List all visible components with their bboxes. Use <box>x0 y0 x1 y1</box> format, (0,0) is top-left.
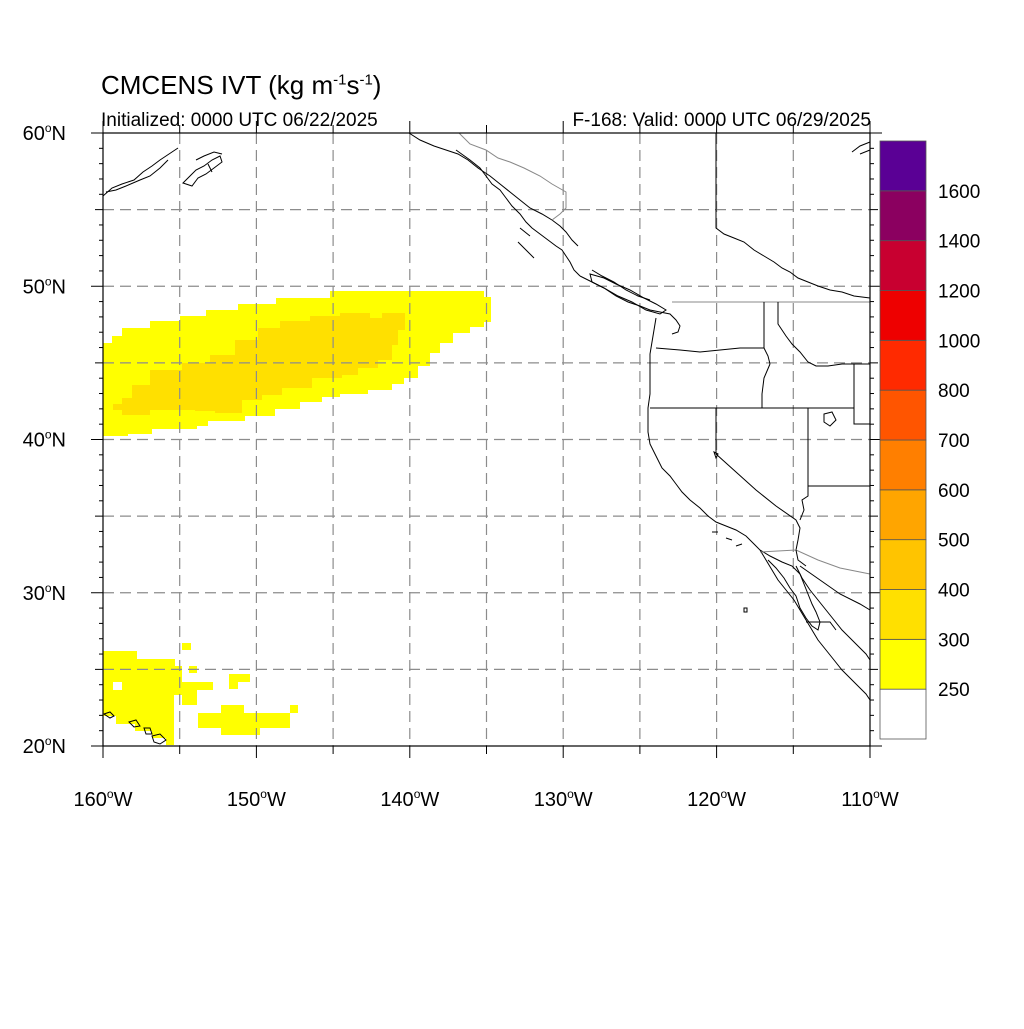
colorbar-box <box>879 489 927 541</box>
lat-label: 60oN <box>23 121 66 145</box>
ivt-south-250 <box>197 682 213 690</box>
island-oahu <box>128 719 141 728</box>
colorbar-box <box>879 240 927 291</box>
colorbar-box <box>879 140 927 192</box>
lat-label: 40oN <box>23 428 66 452</box>
border-mexico-states <box>799 565 871 631</box>
coastline-gulf-california <box>795 565 871 661</box>
lon-label: 130oW <box>534 787 593 811</box>
valid-time-label: F-168: Valid: 0000 UTC 06/29/2025 <box>572 110 871 131</box>
colorbar-label: 300 <box>938 630 970 651</box>
colorbar-label: 1400 <box>938 232 980 253</box>
ivt-south-250 <box>221 728 260 735</box>
colorbar: 250 300 400 500 600 700 800 1000 1200 1400 1600 <box>879 140 980 740</box>
island-kauai <box>102 711 115 719</box>
state-borders <box>650 301 871 631</box>
border-us-mexico <box>759 549 871 575</box>
lon-label: 140oW <box>380 787 439 811</box>
colorbar-label: 700 <box>938 431 970 452</box>
colorbar-label: 1200 <box>938 282 980 303</box>
colorbar-box <box>879 638 927 690</box>
colorbar-label: 1600 <box>938 182 980 203</box>
colorbar-label: 500 <box>938 531 970 552</box>
border-az-mexico <box>795 549 807 567</box>
colorbar-box <box>879 290 927 341</box>
lon-label: 150oW <box>227 787 286 811</box>
colorbar-box <box>879 688 927 740</box>
colorbar-box <box>879 389 927 441</box>
border-ca-nv <box>715 408 801 551</box>
colorbar-label: 250 <box>938 680 970 701</box>
colorbar-label: 600 <box>938 481 970 502</box>
ivt-south-250 <box>182 682 197 705</box>
axis-ticks <box>91 121 882 758</box>
lon-label: 110oW <box>841 787 899 811</box>
gridlines <box>103 133 870 746</box>
ivt-south-250 <box>229 674 238 689</box>
coastline-bc <box>579 269 681 335</box>
colorbar-box <box>879 539 927 590</box>
colorbar-label: 400 <box>938 581 970 602</box>
ivt-gap <box>113 682 122 690</box>
coastline-baja <box>759 549 821 631</box>
border-id-mt <box>777 302 854 367</box>
coastline-alaska-peninsula <box>102 147 179 197</box>
island-maui <box>143 727 153 735</box>
lat-label: 20oN <box>23 734 66 758</box>
coastline-panhandle <box>455 149 581 277</box>
island-hawaii <box>151 733 167 745</box>
coastline-cook-inlet <box>195 151 223 173</box>
ivt-south-250 <box>290 705 298 713</box>
ivt-shading <box>103 291 491 745</box>
lat-label: 30oN <box>23 581 66 605</box>
colorbar-box <box>879 589 927 640</box>
colorbar-box <box>879 339 927 391</box>
lake-tahoe <box>713 451 719 460</box>
border-or-id <box>761 363 771 408</box>
initialized-label: Initialized: 0000 UTC 06/22/2025 <box>101 110 378 131</box>
lake-great-salt <box>823 411 837 427</box>
coastline-anchorage <box>408 132 579 247</box>
ivt-south-250 <box>238 674 250 682</box>
colorbar-label: 800 <box>938 381 970 402</box>
coastline-vancouver-island <box>589 273 667 315</box>
colorbar-box <box>879 439 927 491</box>
ivt-plume-300 <box>113 313 405 415</box>
border-id-nv-ut <box>807 408 870 487</box>
map-title: CMCENS IVT (kg m-1s-1) <box>101 70 382 100</box>
lon-label: 160oW <box>74 787 133 811</box>
ivt-south-250 <box>221 705 244 714</box>
ivt-south-250 <box>198 713 290 728</box>
border-wa-or <box>655 347 771 365</box>
border-wy <box>853 363 870 425</box>
axis-labels: 60oN 50oN 40oN 30oN 20oN 160oW 150oW 140oW 130oW… <box>23 121 899 811</box>
island-guadalupe <box>743 607 748 613</box>
coastlines <box>102 132 871 745</box>
colorbar-box <box>879 190 927 242</box>
island-channel <box>712 531 743 547</box>
border-canada-north <box>715 133 871 299</box>
lat-label: 50oN <box>23 274 66 298</box>
border-alaska-canada <box>458 132 567 221</box>
colorbar-label: 1000 <box>938 331 980 352</box>
ivt-south-250 <box>103 651 182 745</box>
ivt-south-250 <box>182 643 191 650</box>
lon-label: 120oW <box>687 787 746 811</box>
border-az-nv <box>799 486 809 521</box>
coastline-us-west <box>647 317 871 701</box>
coastline-hudson <box>851 141 871 155</box>
coastline-kodiak <box>182 155 223 187</box>
